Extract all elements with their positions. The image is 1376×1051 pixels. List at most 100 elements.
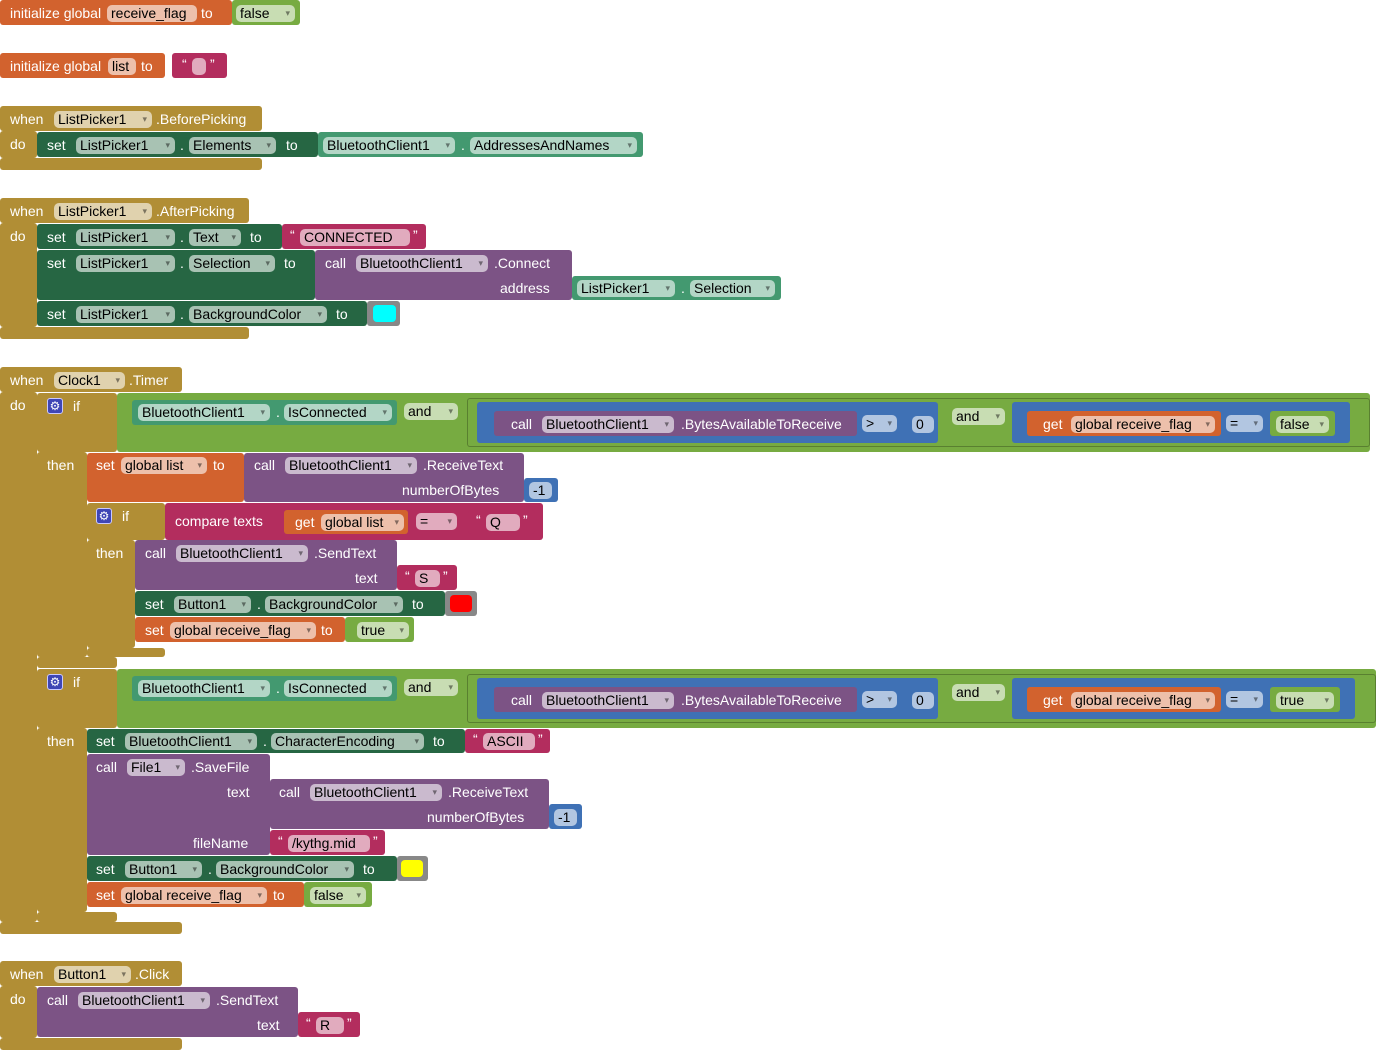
field-chip[interactable]: BluetoothClient1 ▾ [138,679,270,697]
gear-icon[interactable]: ⚙ [96,508,112,524]
field-chip[interactable]: ListPicker1 ▾ [76,305,175,323]
text-literal-field[interactable]: Q [486,513,520,531]
text-literal-field[interactable] [192,57,206,75]
text-literal-field[interactable]: CONNECTED [300,228,410,246]
chevron-down-icon: ▾ [266,139,271,150]
variable-name-field[interactable]: list [108,57,136,75]
operator-dropdown[interactable]: = ▾ [1226,690,1263,708]
field-chip[interactable]: BluetoothClient1 ▾ [176,544,308,562]
variable-name-field[interactable]: receive_flag [107,4,197,22]
text-literal-field[interactable]: S [415,569,440,587]
field-chip[interactable]: BackgroundColor ▾ [189,305,327,323]
boolean-dropdown[interactable]: false ▾ [310,886,366,904]
boolean-dropdown[interactable]: true ▾ [357,621,409,639]
field-chip[interactable]: ListPicker1 ▾ [577,279,675,297]
chip-text: and [956,407,980,424]
and-dropdown[interactable]: and ▾ [404,402,458,420]
when-listpicker1-beforepicking-bottom[interactable] [0,158,262,170]
chevron-down-icon: ▾ [1253,417,1258,428]
number-field[interactable]: 0 [912,691,934,709]
field-chip[interactable]: BluetoothClient1 ▾ [356,254,488,272]
if-block-bottom[interactable] [37,912,117,922]
if-block-body[interactable] [37,728,87,912]
if-block-bottom[interactable] [87,648,165,657]
if-block-body[interactable] [87,540,135,648]
operator-dropdown[interactable]: > ▾ [862,414,897,432]
variable-dropdown[interactable]: global receive_flag ▾ [1071,691,1215,709]
chevron-down-icon: ▾ [1324,694,1329,705]
when-button1-click-body[interactable] [0,986,37,1038]
component-dropdown[interactable]: ListPicker1 ▾ [76,136,175,154]
field-chip[interactable]: IsConnected ▾ [284,403,392,421]
field-chip[interactable]: Button1 ▾ [174,595,251,613]
variable-dropdown[interactable]: global list ▾ [121,456,207,474]
color-swatch[interactable] [450,595,472,612]
field-chip[interactable]: BluetoothClient1 ▾ [542,415,674,433]
property-dropdown[interactable]: AddressesAndNames ▾ [470,136,637,154]
number-field[interactable]: -1 [554,808,577,826]
field-chip[interactable]: BluetoothClient1 ▾ [542,691,674,709]
if-block-body[interactable] [37,452,87,657]
field-chip[interactable]: BackgroundColor ▾ [265,595,403,613]
field-chip[interactable]: File1 ▾ [127,758,185,776]
component-dropdown[interactable]: ListPicker1 ▾ [54,110,152,128]
field-chip[interactable]: IsConnected ▾ [284,679,392,697]
quote-close: ” [413,227,418,243]
and-dropdown[interactable]: and ▾ [952,407,1005,425]
chevron-down-icon: ▾ [121,968,126,979]
variable-dropdown[interactable]: global receive_flag ▾ [1071,415,1215,433]
variable-dropdown[interactable]: global receive_flag ▾ [170,621,316,639]
component-dropdown[interactable]: Button1 ▾ [54,965,131,983]
quote-open: “ [290,227,295,243]
if-block-bottom[interactable] [37,657,117,668]
variable-dropdown[interactable]: global list ▾ [321,513,404,531]
text-literal-field[interactable]: R [316,1016,344,1034]
component-dropdown[interactable]: BluetoothClient1 ▾ [323,136,455,154]
number-field[interactable]: 0 [912,415,934,433]
field-chip[interactable]: Text ▾ [189,228,241,246]
chip-text: S [419,569,429,586]
boolean-dropdown[interactable]: true ▾ [1276,691,1334,709]
operator-dropdown[interactable]: = ▾ [416,512,457,530]
when-clock1-timer-bottom[interactable] [0,922,182,934]
init-global-list[interactable] [0,53,165,78]
component-dropdown[interactable]: Clock1 ▾ [54,371,125,389]
when-listpicker1-afterpicking-bottom[interactable] [0,327,249,339]
when-button1-click-bottom[interactable] [0,1038,182,1050]
when-listpicker1-afterpicking-body[interactable] [0,223,37,327]
operator-dropdown[interactable]: = ▾ [1226,414,1263,432]
field-chip[interactable]: Selection ▾ [690,279,775,297]
chip-text: BluetoothClient1 [142,679,245,696]
boolean-dropdown[interactable]: false ▾ [236,4,295,22]
and-dropdown[interactable]: and ▾ [404,678,458,696]
chip-text: > [866,690,875,707]
operator-dropdown[interactable]: > ▾ [862,690,897,708]
field-chip[interactable]: ListPicker1 ▾ [76,228,175,246]
field-chip[interactable]: BluetoothClient1 ▾ [125,732,257,750]
field-chip[interactable]: BluetoothClient1 ▾ [138,403,270,421]
component-dropdown[interactable]: ListPicker1 ▾ [54,202,152,220]
when-clock1-timer-body[interactable] [0,392,37,922]
field-chip[interactable]: Selection ▾ [189,254,275,272]
chevron-down-icon: ▾ [382,682,387,693]
boolean-dropdown[interactable]: false ▾ [1276,415,1329,433]
text-literal-field[interactable]: ASCII [483,732,535,750]
and-dropdown[interactable]: and ▾ [952,683,1005,701]
field-chip[interactable]: ListPicker1 ▾ [76,254,175,272]
property-dropdown[interactable]: Elements ▾ [189,136,276,154]
field-chip[interactable]: Button1 ▾ [125,860,202,878]
variable-dropdown[interactable]: global receive_flag ▾ [121,886,267,904]
number-field[interactable]: -1 [529,481,552,499]
text-literal-field[interactable]: /kythg.mid [288,834,370,852]
field-chip[interactable]: BackgroundColor ▾ [216,860,354,878]
when-listpicker1-beforepicking-body[interactable] [0,131,37,158]
field-chip[interactable]: BluetoothClient1 ▾ [310,783,442,801]
chip-text: global list [125,456,184,473]
color-swatch[interactable] [401,860,423,877]
gear-icon[interactable]: ⚙ [47,674,63,690]
field-chip[interactable]: BluetoothClient1 ▾ [78,991,210,1009]
color-swatch[interactable] [373,305,396,322]
field-chip[interactable]: CharacterEncoding ▾ [271,732,424,750]
gear-icon[interactable]: ⚙ [47,398,63,414]
field-chip[interactable]: BluetoothClient1 ▾ [285,456,417,474]
